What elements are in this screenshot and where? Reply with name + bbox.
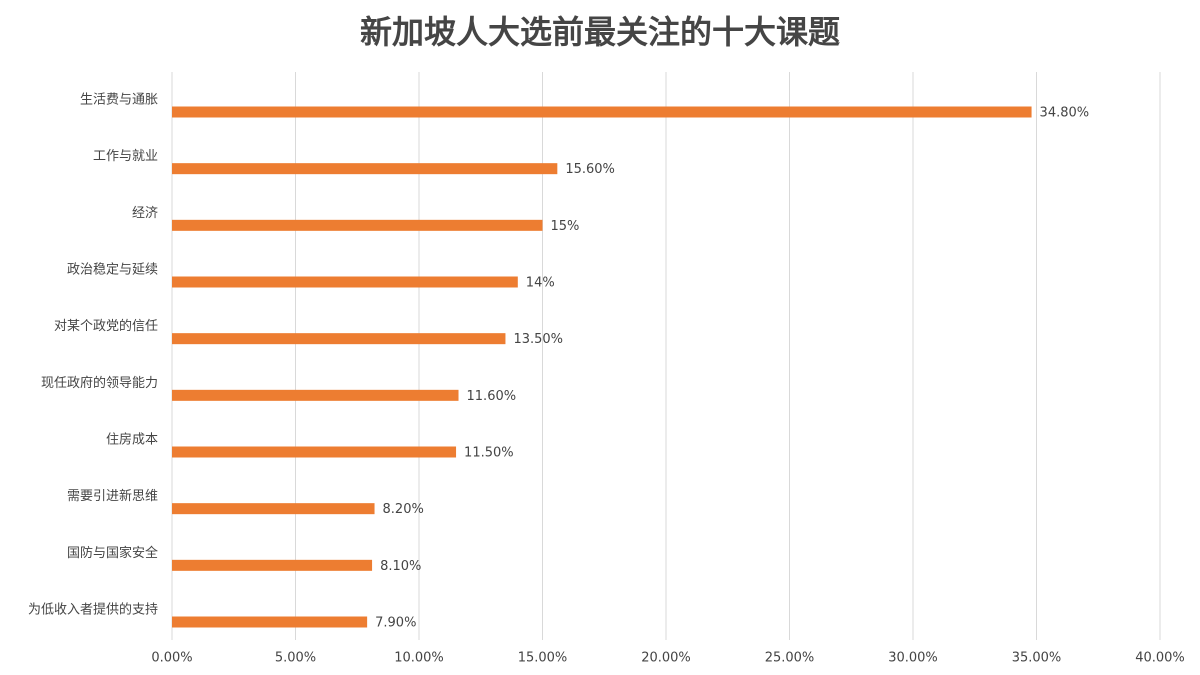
category-label: 经济 (132, 206, 158, 221)
category-label: 国防与国家安全 (67, 545, 158, 561)
category-label: 政治稳定与延续 (67, 262, 158, 278)
value-label: 34.80% (1040, 106, 1090, 121)
category-label: 生活费与通胀 (80, 93, 158, 108)
value-label: 15.60% (565, 162, 615, 177)
value-label: 13.50% (513, 332, 563, 347)
x-tick-label: 40.00% (1135, 651, 1185, 666)
bar (172, 276, 518, 288)
x-tick-label: 5.00% (275, 651, 316, 666)
bar (172, 446, 457, 458)
bar (172, 559, 373, 571)
bar (172, 106, 1032, 118)
value-label: 8.10% (380, 559, 421, 574)
category-label: 为低收入者提供的支持 (28, 602, 158, 618)
x-tick-label: 20.00% (641, 651, 691, 666)
bar (172, 503, 375, 515)
value-label: 11.50% (464, 446, 514, 461)
category-label: 工作与就业 (93, 149, 158, 164)
x-tick-label: 30.00% (888, 651, 938, 666)
x-tick-label: 25.00% (765, 651, 815, 666)
value-label: 11.60% (467, 389, 517, 404)
category-label: 住房成本 (106, 432, 158, 448)
bar (172, 163, 558, 175)
category-label: 现任政府的领导能力 (41, 375, 158, 391)
value-label: 7.90% (375, 616, 416, 631)
bar (172, 616, 368, 628)
category-label: 对某个政党的信任 (54, 318, 158, 334)
x-tick-label: 15.00% (518, 651, 568, 666)
x-tick-label: 0.00% (151, 651, 192, 666)
category-label: 需要引进新思维 (67, 488, 158, 504)
chart-title: 新加坡人大选前最关注的十大课题 (360, 13, 840, 51)
value-label: 15% (551, 219, 580, 234)
bar (172, 389, 459, 401)
bar (172, 219, 543, 231)
value-label: 14% (526, 276, 555, 291)
x-tick-label: 35.00% (1012, 651, 1062, 666)
value-label: 8.20% (383, 502, 424, 517)
x-tick-label: 10.00% (394, 651, 444, 666)
bar (172, 333, 506, 345)
